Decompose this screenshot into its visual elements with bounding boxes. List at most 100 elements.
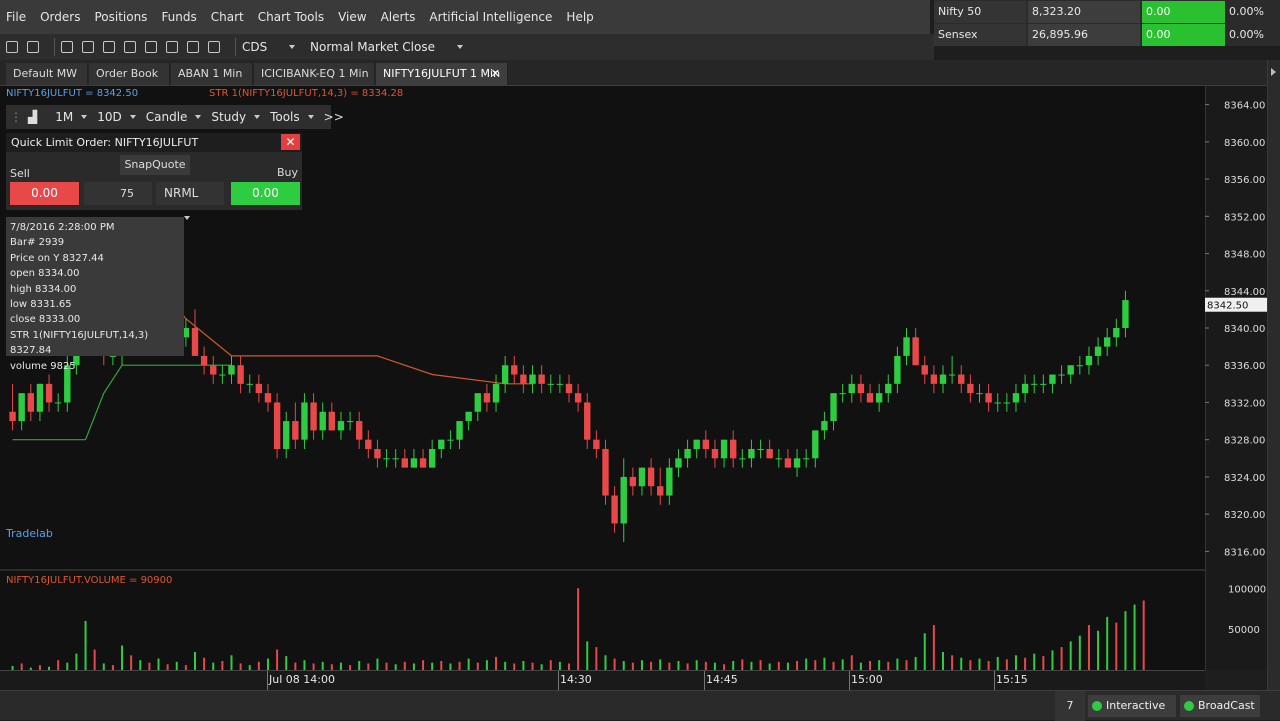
market-mode-select[interactable]: Normal Market Close: [310, 40, 463, 54]
ticker-row-sensex[interactable]: Sensex 26,895.96 0.00 0.00%: [934, 24, 1280, 46]
status-online-icon: [1092, 701, 1102, 711]
time-tick-mark: [267, 671, 268, 691]
status-online-icon: [1184, 701, 1194, 711]
candle-body: [9, 411, 16, 422]
tab-aban-1min[interactable]: ABAN 1 Min: [171, 63, 253, 85]
snapquote-button[interactable]: SnapQuote: [120, 155, 190, 175]
time-tick-mark: [994, 671, 995, 691]
briefcase-icon[interactable]: [187, 41, 199, 53]
candle-body: [593, 439, 600, 449]
save-icon[interactable]: [27, 41, 39, 53]
study-menu[interactable]: Study: [211, 110, 261, 124]
price-tick-label: 8320.00: [1224, 510, 1265, 521]
menu-funds[interactable]: Funds: [161, 10, 197, 24]
more-button[interactable]: >>: [323, 110, 344, 124]
tools-menu[interactable]: Tools: [270, 110, 314, 124]
volume-bar: [522, 661, 525, 670]
new-window-icon[interactable]: [6, 41, 18, 53]
menu-view[interactable]: View: [338, 10, 367, 24]
volume-bar: [568, 663, 570, 670]
tools-menu-label: Tools: [270, 110, 300, 124]
volume-bar: [832, 661, 835, 670]
candle-body: [675, 458, 682, 468]
funds-icon[interactable]: [166, 41, 178, 53]
expand-icon[interactable]: [208, 41, 220, 53]
volume-bar: [476, 662, 479, 670]
time-tick-label: 15:00: [851, 673, 883, 686]
volume-bar: [230, 655, 233, 670]
candle-body: [246, 383, 253, 385]
status-count: 7: [1055, 691, 1085, 721]
menu-orders[interactable]: Orders: [40, 10, 81, 24]
interactive-status[interactable]: Interactive: [1088, 695, 1176, 717]
menu-artificial-intelligence[interactable]: Artificial Intelligence: [429, 10, 553, 24]
volume-bar: [841, 659, 844, 670]
grip-icon[interactable]: ⋮: [10, 110, 22, 124]
volume-bar: [93, 649, 96, 670]
candle-body: [948, 374, 956, 376]
chevron-down-icon: [254, 115, 261, 119]
volume-bar: [1087, 625, 1090, 670]
volume-bar: [640, 660, 643, 670]
volume-bar: [1060, 647, 1063, 670]
volume-bar: [613, 658, 616, 670]
interval-select[interactable]: 1M: [55, 110, 88, 124]
menu-alerts[interactable]: Alerts: [380, 10, 416, 24]
ticker-row-nifty[interactable]: Nifty 50 8,323.20 0.00 0.00%: [934, 1, 1280, 23]
volume-bar: [57, 660, 60, 670]
volume-bar: [878, 660, 881, 670]
exchange-select[interactable]: CDS: [242, 40, 300, 54]
product-select[interactable]: NRML: [156, 182, 224, 220]
volume-bar: [732, 661, 735, 670]
price-tick-label: 8324.00: [1224, 473, 1265, 484]
price-tick-label: 8348.00: [1224, 250, 1265, 261]
vertical-scrollbar[interactable]: [1267, 60, 1280, 690]
volume-bar: [869, 661, 872, 670]
chart-icon[interactable]: [61, 41, 73, 53]
price-tick-label: 8332.00: [1224, 398, 1265, 409]
volume-bar: [1106, 616, 1109, 670]
time-axis: Jul 08 14:00 14:30 14:45 15:00 15:15: [0, 670, 1205, 691]
candle-body: [912, 337, 919, 366]
candle-body: [894, 355, 901, 384]
candle-body: [657, 486, 664, 496]
candle-body: [730, 439, 737, 459]
status-bar: 7 Interactive BroadCast: [0, 690, 1280, 721]
volume-bar: [1014, 655, 1017, 670]
volume-bar: [266, 658, 269, 670]
close-icon[interactable]: ✕: [490, 67, 500, 80]
rocket-icon[interactable]: [82, 41, 94, 53]
sell-button[interactable]: 0.00: [10, 182, 79, 205]
volume-bar: [285, 656, 288, 670]
volume-bar: [960, 657, 963, 670]
menu-chart-tools[interactable]: Chart Tools: [257, 10, 325, 24]
scissors-icon[interactable]: [124, 41, 136, 53]
candle-body: [921, 365, 928, 375]
chart-type-icon[interactable]: ▟: [28, 110, 38, 124]
period-select[interactable]: 10D: [97, 110, 136, 124]
current-price-tag-label: 8342.50: [1207, 301, 1248, 312]
candle-body: [428, 449, 436, 468]
arrow-right-icon[interactable]: [1271, 68, 1276, 76]
book-icon[interactable]: [103, 41, 115, 53]
tab-order-book[interactable]: Order Book: [89, 63, 170, 85]
buy-button[interactable]: 0.00: [231, 182, 300, 205]
style-select[interactable]: Candle: [146, 110, 202, 124]
ticker-price: 8,323.20: [1028, 1, 1140, 23]
tab-icicibank-1min[interactable]: ICICIBANK-EQ 1 Min: [254, 63, 375, 85]
candle-body: [720, 439, 728, 459]
ticker-change: 0.00: [1142, 24, 1225, 46]
study-menu-label: Study: [211, 110, 247, 124]
menu-chart[interactable]: Chart: [210, 10, 244, 24]
menu-help[interactable]: Help: [566, 10, 594, 24]
list-icon[interactable]: [145, 41, 157, 53]
broadcast-status[interactable]: BroadCast: [1180, 695, 1260, 717]
tab-nifty-1min[interactable]: NIFTY16JULFUT 1 Min ✕: [376, 63, 508, 85]
candle-body: [812, 430, 819, 459]
quantity-stepper[interactable]: 75: [84, 182, 152, 205]
close-icon[interactable]: ✕: [281, 134, 300, 150]
menu-positions[interactable]: Positions: [94, 10, 148, 24]
menu-file[interactable]: File: [6, 10, 27, 24]
tab-default-mw[interactable]: Default MW: [6, 63, 88, 85]
volume-bar: [713, 662, 716, 670]
